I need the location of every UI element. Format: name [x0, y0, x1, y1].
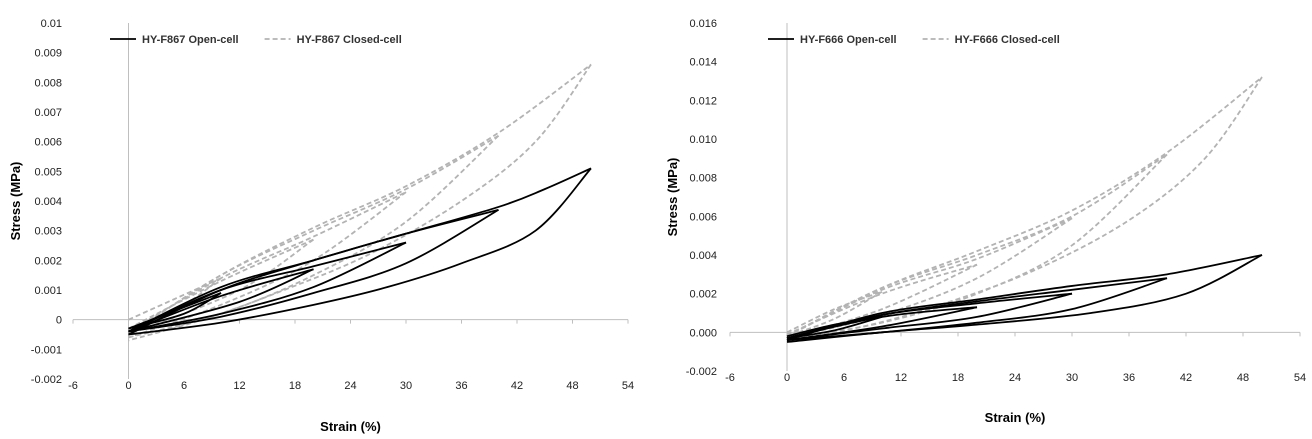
series-closed-cell [786, 76, 1263, 341]
y-tick-label: 0.010 [689, 134, 717, 146]
y-tick-label: 0.014 [689, 57, 717, 69]
x-tick-label: 12 [233, 380, 245, 392]
y-tick-label: 0.012 [689, 95, 717, 107]
y-tick-label: 0.008 [34, 77, 62, 89]
x-tick-label: 36 [1123, 372, 1135, 384]
hysteresis-unloading-curve [128, 241, 407, 333]
y-tick-label: 0.003 [34, 226, 62, 238]
y-tick-label: 0.01 [41, 18, 62, 30]
x-tick-label: 0 [784, 372, 790, 384]
hysteresis-loading-curve [128, 167, 592, 336]
x-axis-title: Strain (%) [320, 419, 381, 434]
x-tick-label: 30 [400, 380, 412, 392]
hysteresis-loading-curve [786, 153, 1168, 338]
hysteresis-loading-curve [786, 217, 1073, 338]
legend-label: HY-F666 Open-cell [800, 34, 897, 46]
hysteresis-unloading-curve [786, 254, 1263, 343]
x-tick-label: 54 [622, 380, 634, 392]
y-tick-label: 0.005 [34, 166, 62, 178]
hysteresis-loading-curve [786, 76, 1263, 338]
hysteresis-unloading-curve [128, 135, 500, 339]
y-tick-label: 0.016 [689, 18, 717, 30]
x-tick-label: 42 [1180, 372, 1192, 384]
hysteresis-loading-curve [128, 63, 592, 336]
hysteresis-loading-curve [128, 238, 314, 330]
hysteresis-unloading-curve [786, 292, 1073, 341]
y-tick-label: -0.001 [31, 344, 62, 356]
y-tick-label: 0 [56, 315, 62, 327]
hysteresis-unloading-curve [128, 268, 314, 333]
x-tick-label: 12 [895, 372, 907, 384]
y-tick-label: 0.002 [689, 289, 717, 301]
y-axis-title: Stress (MPa) [665, 158, 680, 237]
series-open-cell [786, 254, 1263, 343]
y-tick-label: 0.004 [689, 250, 717, 262]
x-tick-label: 6 [841, 372, 847, 384]
x-tick-label: 24 [344, 380, 356, 392]
hysteresis-unloading-curve [128, 167, 592, 336]
y-tick-label: 0.001 [34, 285, 62, 297]
y-tick-label: 0.000 [689, 327, 717, 339]
x-tick-label: 42 [511, 380, 523, 392]
right-chart-hy-f666: -6 0 6 12 18 24 30 36 42 48 54 -0.002 0.000 0.002 0.00… [665, 18, 1306, 425]
legend-label: HY-F666 Closed-cell [955, 34, 1060, 46]
y-tick-label: 0.004 [34, 196, 62, 208]
x-tick-label: 54 [1294, 372, 1306, 384]
x-tick-label: 18 [289, 380, 301, 392]
x-tick-label: 6 [181, 380, 187, 392]
series-open-cell [128, 167, 592, 336]
x-tick-label: 18 [952, 372, 964, 384]
y-tick-label: 0.006 [689, 211, 717, 223]
x-tick-label: 48 [566, 380, 578, 392]
x-tick-label: 30 [1066, 372, 1078, 384]
left-chart-hy-f867: -6 0 6 12 18 24 30 36 42 48 54 -0.002 -0.001 0 0.001 0.… [8, 18, 634, 434]
legend-label: HY-F867 Closed-cell [297, 34, 402, 46]
x-tick-label: 36 [455, 380, 467, 392]
hysteresis-loading-curve [128, 241, 407, 333]
legend-label: HY-F867 Open-cell [142, 34, 239, 46]
x-tick-label: 0 [125, 380, 131, 392]
y-tick-label: -0.002 [686, 366, 717, 378]
hysteresis-unloading-curve [128, 191, 407, 339]
y-axis-title: Stress (MPa) [8, 162, 23, 241]
y-tick-label: 0.007 [34, 107, 62, 119]
hysteresis-loading-curve [786, 263, 978, 336]
y-tick-label: -0.002 [31, 374, 62, 386]
x-tick-label: 48 [1237, 372, 1249, 384]
y-tick-label: 0.002 [34, 255, 62, 267]
x-tick-label: -6 [68, 380, 78, 392]
hysteresis-unloading-curve [786, 76, 1263, 341]
hysteresis-loading-curve [128, 191, 407, 333]
x-tick-label: -6 [725, 372, 735, 384]
y-tick-label: 0.008 [689, 173, 717, 185]
hysteresis-unloading-curve [128, 277, 222, 333]
y-tick-label: 0.006 [34, 137, 62, 149]
hysteresis-loading-curve [786, 254, 1263, 341]
x-axis-title: Strain (%) [985, 410, 1046, 425]
hysteresis-loading-curve [786, 290, 883, 334]
y-tick-label: 0.009 [34, 48, 62, 60]
x-tick-label: 24 [1009, 372, 1021, 384]
hysteresis-unloading-curve [128, 209, 499, 333]
hysteresis-loading-curve [128, 277, 222, 321]
